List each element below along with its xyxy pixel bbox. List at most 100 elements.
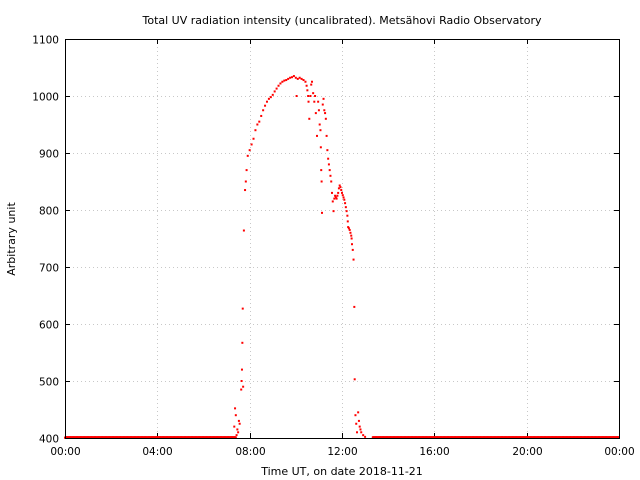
data-point	[242, 229, 245, 232]
data-point	[258, 120, 261, 123]
data-point	[353, 305, 356, 308]
data-point	[334, 194, 337, 197]
data-point	[237, 419, 240, 422]
data-point	[346, 214, 349, 217]
data-point	[295, 95, 298, 97]
x-tick-label: 04:00	[142, 446, 172, 458]
x-tick-label: 00:00	[50, 446, 80, 458]
data-point	[307, 95, 310, 97]
data-point	[356, 431, 359, 434]
x-axis-label: Time UT, on date 2018-11-21	[260, 465, 423, 478]
x-tick-label: 00:00	[604, 446, 634, 458]
data-point	[250, 143, 253, 146]
data-point	[339, 186, 342, 189]
data-point	[314, 112, 317, 115]
data-point	[353, 378, 356, 381]
data-point	[296, 77, 299, 80]
data-point	[305, 84, 308, 87]
data-point	[240, 380, 243, 382]
data-point	[234, 407, 237, 410]
data-point	[334, 196, 337, 199]
data-point	[319, 129, 322, 132]
data-point	[357, 419, 360, 422]
y-axis-ticks: 400 500 600 700 800 900 1000 1100	[32, 35, 619, 446]
data-point	[351, 243, 354, 246]
data-point	[233, 425, 236, 428]
data-point	[359, 428, 362, 431]
data-point	[318, 123, 321, 126]
data-point	[332, 210, 335, 213]
data-point	[267, 97, 270, 100]
data-point	[323, 109, 326, 112]
data-point	[308, 117, 311, 120]
data-point	[338, 184, 341, 187]
data-point	[264, 104, 267, 107]
data-point	[287, 77, 290, 80]
data-point	[298, 76, 301, 79]
data-point	[340, 189, 343, 192]
data-point	[320, 169, 323, 172]
y-tick-label: 1000	[32, 92, 59, 104]
data-point	[240, 388, 243, 391]
data-point	[269, 96, 272, 99]
data-point	[252, 137, 255, 140]
data-point	[236, 428, 239, 431]
data-point	[349, 231, 352, 234]
data-point	[346, 220, 349, 223]
data-point	[347, 226, 350, 229]
data-point	[309, 95, 312, 97]
data-point	[327, 163, 330, 166]
x-axis-ticks: 00:00 04:00 08:00 12:00 16:00 20:00 00:00	[50, 39, 635, 458]
data-point	[329, 174, 332, 177]
data-point	[310, 83, 313, 86]
data-point	[319, 146, 322, 149]
x-tick-label: 12:00	[327, 446, 357, 458]
data-point	[234, 436, 237, 439]
data-point	[328, 169, 331, 172]
data-point	[275, 87, 278, 90]
data-point	[320, 211, 323, 214]
data-point	[265, 100, 268, 103]
data-point	[315, 134, 318, 137]
data-point	[279, 82, 282, 85]
data-point	[244, 180, 247, 183]
data-point	[237, 431, 240, 434]
data-point	[313, 100, 316, 103]
data-point	[362, 434, 365, 437]
data-point	[337, 191, 340, 194]
y-tick-label: 500	[39, 377, 59, 389]
data-point	[345, 210, 348, 213]
data-point	[312, 92, 315, 95]
data-point	[324, 112, 327, 115]
y-tick-label: 1100	[32, 35, 59, 47]
data-point	[304, 80, 307, 83]
grid	[65, 39, 619, 438]
data-point	[273, 90, 276, 93]
data-point	[320, 180, 323, 183]
data-point	[322, 97, 325, 100]
data-point	[290, 76, 293, 79]
y-tick-label: 900	[39, 149, 59, 161]
data-point	[248, 149, 251, 152]
data-point	[350, 234, 353, 237]
data-point	[344, 202, 347, 205]
data-point	[256, 123, 259, 126]
data-point	[306, 89, 309, 92]
data-point	[341, 194, 344, 197]
data-point	[289, 76, 292, 79]
data-point	[341, 191, 343, 194]
data-point	[254, 129, 257, 132]
data-point	[241, 341, 244, 344]
data-point	[354, 414, 357, 417]
data-point	[352, 258, 355, 261]
y-tick-label: 400	[39, 434, 59, 446]
data-point	[342, 196, 345, 199]
data-point	[330, 191, 333, 194]
data-point	[242, 385, 245, 388]
data-point	[350, 237, 353, 240]
data-point	[244, 189, 247, 192]
data-point	[336, 194, 339, 197]
data-point	[325, 134, 328, 137]
data-point	[337, 187, 340, 190]
